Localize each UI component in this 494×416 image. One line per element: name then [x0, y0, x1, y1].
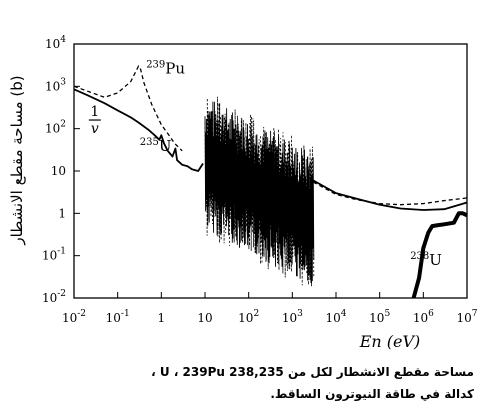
y-tick-label: 10 [51, 164, 66, 178]
figure-caption-line-2: كدالة في طاقة النيوترون الساقط. [270, 387, 474, 401]
x-tick-label: 1 [158, 311, 166, 325]
x-tick-label: 107 [456, 309, 477, 325]
annotation-one-over-v: 1 [90, 104, 99, 120]
y-tick-label: 104 [45, 35, 66, 51]
series-239Pu-resonances [204, 96, 315, 287]
y-tick-label: 1 [58, 206, 66, 220]
series-line-239Pu [73, 64, 183, 152]
x-tick-label: 106 [413, 309, 434, 325]
series-line-239Pu-high [312, 181, 468, 206]
annotation-238U: 238U [410, 251, 442, 269]
series-line-235U-high [312, 179, 468, 211]
y-tick-label: 102 [45, 120, 66, 136]
x-axis-label: En (eV) [359, 332, 421, 351]
series-line-238U [411, 211, 468, 299]
x-tick-label: 10-2 [62, 309, 86, 325]
y-tick-label: 10-1 [42, 247, 66, 263]
x-tick-label: 105 [369, 309, 390, 325]
x-tick-label: 10-1 [106, 309, 130, 325]
annotation-239Pu: 239Pu [146, 60, 185, 78]
figure-caption-line-1: مساحة مقطع الانشطار لكل من 238,235 U ، 2… [151, 365, 474, 379]
annotation-v: v [91, 121, 99, 137]
x-tick-label: 103 [282, 309, 303, 325]
series-line-235U [73, 88, 204, 172]
annotation-235U: 235U [140, 137, 172, 155]
y-tick-label: 103 [45, 77, 66, 93]
y-axis-label: مساحة مقطع الانشطار (b) [8, 75, 26, 245]
y-tick-label: 10-2 [42, 289, 66, 305]
x-tick-label: 102 [238, 309, 259, 325]
x-tick-label: 10 [197, 311, 212, 325]
x-tick-label: 104 [325, 309, 346, 325]
